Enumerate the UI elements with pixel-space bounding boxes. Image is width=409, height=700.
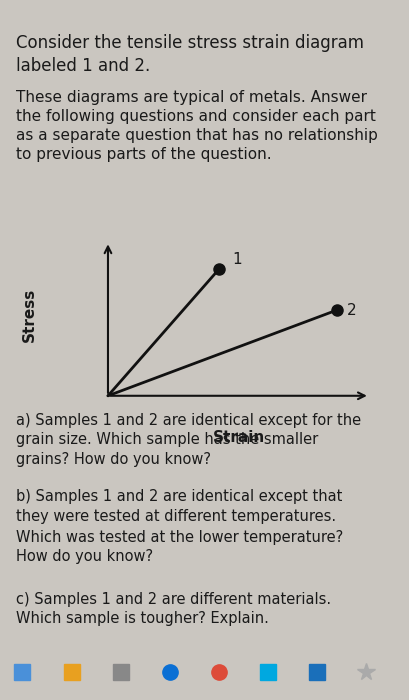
Text: c) Samples 1 and 2 are different materials.
Which sample is tougher? Explain.: c) Samples 1 and 2 are different materia… <box>16 592 331 626</box>
Text: Stress: Stress <box>22 288 37 342</box>
Text: Strain: Strain <box>213 430 265 445</box>
Text: 2: 2 <box>347 302 357 318</box>
Text: Consider the tensile stress strain diagram
labeled 1 and 2.: Consider the tensile stress strain diagr… <box>16 34 364 75</box>
Text: Which was tested at the lower temperature?
How do you know?: Which was tested at the lower temperatur… <box>16 530 344 564</box>
Text: b) Samples 1 and 2 are identical except that
they were tested at different tempe: b) Samples 1 and 2 are identical except … <box>16 489 343 524</box>
Text: 1: 1 <box>232 252 242 267</box>
Text: These diagrams are typical of metals. Answer
the following questions and conside: These diagrams are typical of metals. An… <box>16 90 378 162</box>
Text: a) Samples 1 and 2 are identical except for the
grain size. Which sample has the: a) Samples 1 and 2 are identical except … <box>16 413 362 466</box>
